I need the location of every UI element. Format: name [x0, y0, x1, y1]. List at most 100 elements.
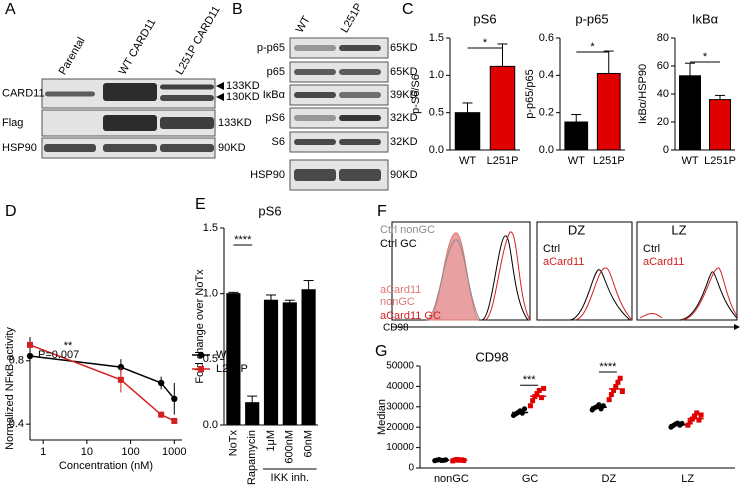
x-tick-label: WT — [681, 155, 698, 167]
annotation: * — [483, 37, 488, 49]
y-axis-label: IκBα/HSP90 — [637, 64, 649, 124]
row-label: IκBα — [263, 89, 286, 101]
legend-marker — [198, 366, 204, 372]
size-label: 130KD — [226, 91, 260, 103]
lane-label: WT CARD11 — [117, 17, 159, 77]
y-tick-label: 0.2 — [539, 107, 554, 119]
point — [117, 376, 124, 383]
histogram — [681, 267, 738, 321]
annotation: *** — [523, 374, 537, 386]
flow-legend: nonGC — [380, 296, 415, 308]
point — [596, 402, 602, 408]
size-label: 39KD — [390, 89, 418, 101]
blot-band — [339, 92, 381, 98]
bar — [301, 289, 316, 426]
x-tick-label: GC — [522, 473, 539, 485]
blot-band — [294, 115, 336, 121]
histogram — [639, 313, 663, 319]
y-tick-label: 1.5 — [429, 32, 444, 44]
bar — [263, 299, 279, 426]
blot-band — [294, 139, 336, 145]
flow-title: DZ — [568, 222, 585, 237]
x-axis-label: Concentration (nM) — [59, 460, 153, 472]
flow-legend: Ctrl nonGC — [380, 224, 435, 236]
blot-band — [339, 139, 381, 145]
histogram — [481, 235, 529, 321]
blot-band — [160, 84, 214, 90]
x-tick-label: 60nM — [303, 430, 315, 458]
flow-axis-label: CD98 — [383, 323, 409, 334]
flow-label: Ctrl — [643, 243, 660, 255]
flow-legend: aCard11 GC — [380, 310, 441, 322]
y-tick-label: 0.4 — [9, 418, 24, 430]
arrow — [216, 82, 224, 90]
series-line — [29, 355, 175, 400]
panel-letter: C — [402, 1, 414, 18]
y-tick-label: 80 — [657, 32, 669, 44]
flow-label: Ctrl — [543, 243, 560, 255]
point — [536, 387, 542, 393]
bar — [245, 402, 260, 426]
annotation: P=0.007 — [38, 349, 79, 361]
point — [26, 352, 34, 360]
size-label: 133KD — [226, 80, 260, 92]
y-tick-label: 50000 — [386, 361, 414, 372]
point — [171, 417, 178, 424]
chart-title: pS6 — [473, 11, 496, 26]
x-tick-label: 10 — [81, 446, 93, 458]
x-tick-label: L251P — [593, 155, 625, 167]
annotation: **** — [599, 361, 617, 373]
size-label: 90KD — [218, 142, 246, 154]
point — [521, 406, 528, 412]
y-axis-label: p-S6/S6 — [410, 74, 422, 114]
blot-band — [339, 115, 381, 121]
x-tick-label: WT — [459, 155, 476, 167]
point — [696, 417, 702, 423]
point — [619, 389, 625, 394]
lane-label: L251P CARD11 — [174, 4, 223, 77]
panel-letter: D — [5, 203, 17, 220]
panel-letter: A — [5, 1, 16, 18]
size-label: 65KD — [390, 42, 418, 54]
blot-band — [160, 95, 214, 101]
bar — [454, 112, 481, 151]
blot-band — [294, 69, 336, 75]
group-label: IKK inh. — [271, 472, 310, 484]
y-tick-label: 60 — [657, 60, 669, 72]
bar — [596, 72, 621, 151]
x-tick-label: L251P — [487, 155, 519, 167]
flow-box — [636, 221, 738, 321]
bar — [564, 121, 589, 151]
size-label: 32KD — [390, 112, 418, 124]
bar — [489, 65, 516, 151]
x-tick-label: L251P — [704, 155, 736, 167]
x-tick-label: Rapamycin — [246, 430, 258, 485]
flow-histograms — [391, 221, 740, 330]
chart-title: IκBα — [692, 11, 719, 26]
point — [694, 410, 700, 416]
y-tick-label: 0.4 — [539, 69, 554, 81]
point — [530, 398, 536, 404]
point — [685, 422, 691, 428]
point — [538, 395, 544, 401]
point — [692, 413, 698, 419]
chart-title: CD98 — [475, 349, 508, 364]
blot-band — [45, 91, 95, 97]
panel-letter: G — [375, 343, 387, 360]
x-tick-label: DZ — [602, 473, 617, 485]
y-axis-label: p-p65/p65 — [524, 69, 536, 119]
histogram — [427, 232, 479, 321]
y-tick-label: 40000 — [386, 381, 414, 392]
blot-band — [294, 45, 336, 51]
flow-legend: Ctrl GC — [380, 238, 417, 250]
x-tick-label: WT — [568, 155, 585, 167]
y-tick-label: 40 — [657, 88, 669, 100]
row-label: CARD11 — [2, 87, 45, 99]
lane-label: Parental — [57, 35, 88, 76]
y-tick-label: 10000 — [386, 442, 414, 453]
histogram — [484, 231, 531, 321]
point — [27, 341, 33, 348]
panel-letter: B — [232, 1, 243, 18]
size-label: 133KD — [218, 117, 252, 129]
row-label: Flag — [2, 117, 23, 129]
